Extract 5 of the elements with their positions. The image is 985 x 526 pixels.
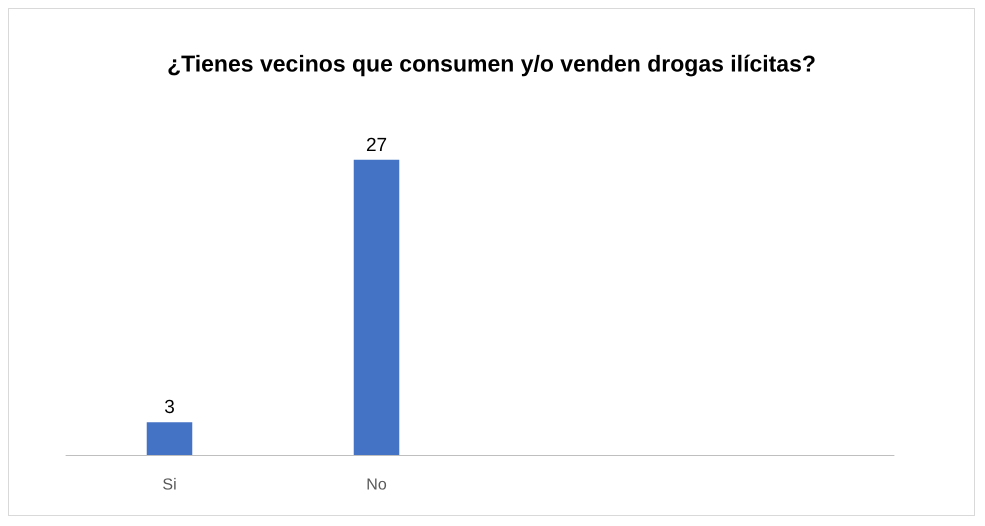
data-label: 27 — [366, 134, 388, 156]
chart-title: ¿Tienes vecinos que consumen y/o venden drogas ilícitas? — [167, 50, 816, 76]
x-tick-label: No — [366, 476, 387, 494]
data-label: 3 — [164, 397, 175, 418]
x-tick-label: Si — [162, 476, 177, 494]
